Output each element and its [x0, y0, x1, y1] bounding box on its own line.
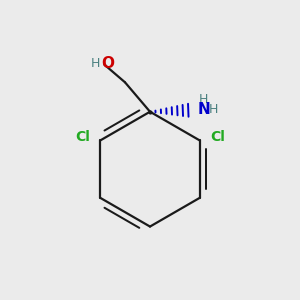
Text: N: N [198, 102, 211, 117]
Text: H: H [91, 57, 100, 70]
Text: Cl: Cl [75, 130, 90, 145]
Text: Cl: Cl [210, 130, 225, 145]
Text: O: O [101, 56, 114, 70]
Text: H: H [198, 93, 208, 106]
Text: H: H [208, 103, 218, 116]
